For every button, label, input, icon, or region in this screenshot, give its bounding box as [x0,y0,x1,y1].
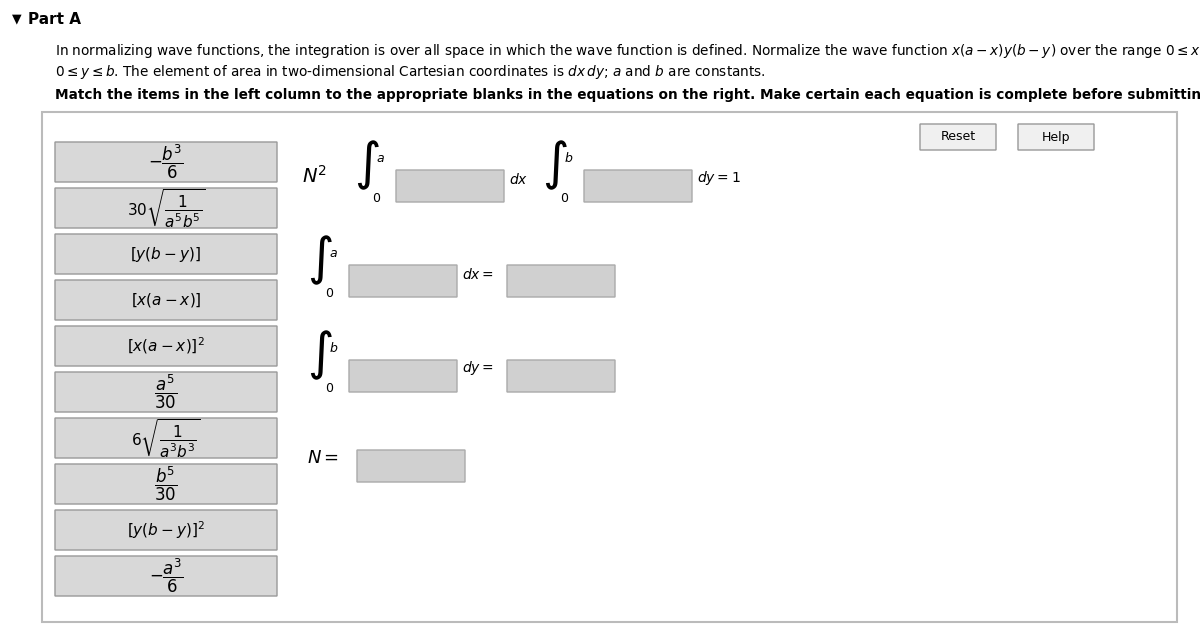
Text: $a$: $a$ [376,152,385,165]
FancyBboxPatch shape [55,372,277,412]
FancyBboxPatch shape [508,265,616,297]
FancyBboxPatch shape [55,510,277,550]
Text: $[x(a-x)]^2$: $[x(a-x)]^2$ [127,336,205,356]
FancyBboxPatch shape [55,142,277,182]
FancyBboxPatch shape [396,170,504,202]
Text: $\int$: $\int$ [307,234,332,287]
Text: $0 \leq y \leq b$. The element of area in two-dimensional Cartesian coordinates : $0 \leq y \leq b$. The element of area i… [55,63,766,81]
FancyBboxPatch shape [55,326,277,366]
Text: $0$: $0$ [325,382,334,395]
Text: $30\sqrt{\dfrac{1}{a^5b^5}}$: $30\sqrt{\dfrac{1}{a^5b^5}}$ [126,187,205,229]
Text: $b$: $b$ [329,341,338,355]
Text: $N =$: $N =$ [307,449,340,467]
Text: Reset: Reset [941,130,976,144]
Text: $[y(b-y)]^2$: $[y(b-y)]^2$ [127,519,205,541]
FancyBboxPatch shape [55,280,277,320]
Text: $-\dfrac{b^3}{6}$: $-\dfrac{b^3}{6}$ [148,143,184,181]
FancyBboxPatch shape [55,234,277,274]
Text: $0$: $0$ [560,192,569,205]
Text: In normalizing wave functions, the integration is over all space in which the wa: In normalizing wave functions, the integ… [55,42,1200,60]
Text: $[y(b-y)]$: $[y(b-y)]$ [131,245,202,263]
Text: $dx =$: $dx =$ [462,267,494,282]
FancyBboxPatch shape [349,360,457,392]
Text: Help: Help [1042,130,1070,144]
FancyBboxPatch shape [1018,124,1094,150]
FancyBboxPatch shape [349,265,457,297]
Text: $\int$: $\int$ [354,139,379,192]
Text: $dy =$: $dy =$ [462,359,494,377]
Text: $\dfrac{a^5}{30}$: $\dfrac{a^5}{30}$ [155,373,178,411]
Text: $6\sqrt{\dfrac{1}{a^3b^3}}$: $6\sqrt{\dfrac{1}{a^3b^3}}$ [131,417,200,459]
FancyBboxPatch shape [358,450,466,482]
Text: $a$: $a$ [329,247,338,260]
Text: $\int$: $\int$ [542,139,568,192]
Text: $N^2$: $N^2$ [302,165,328,187]
Text: $[x(a-x)]$: $[x(a-x)]$ [131,291,202,309]
Text: ▼: ▼ [12,12,22,25]
FancyBboxPatch shape [55,556,277,596]
FancyBboxPatch shape [55,188,277,228]
Text: $-\dfrac{a^3}{6}$: $-\dfrac{a^3}{6}$ [149,557,184,595]
Text: $dx$: $dx$ [509,172,528,187]
Text: $b$: $b$ [564,151,574,165]
Text: $0$: $0$ [325,287,334,300]
FancyBboxPatch shape [584,170,692,202]
FancyBboxPatch shape [920,124,996,150]
Text: $\int$: $\int$ [307,329,332,382]
Text: $0$: $0$ [372,192,382,205]
Text: Part A: Part A [28,12,82,27]
Text: $\dfrac{b^5}{30}$: $\dfrac{b^5}{30}$ [155,465,178,503]
FancyBboxPatch shape [55,464,277,504]
Text: $dy = 1$: $dy = 1$ [697,169,740,187]
FancyBboxPatch shape [508,360,616,392]
FancyBboxPatch shape [42,112,1177,622]
FancyBboxPatch shape [55,418,277,458]
Text: Match the items in the left column to the appropriate blanks in the equations on: Match the items in the left column to th… [55,88,1200,102]
